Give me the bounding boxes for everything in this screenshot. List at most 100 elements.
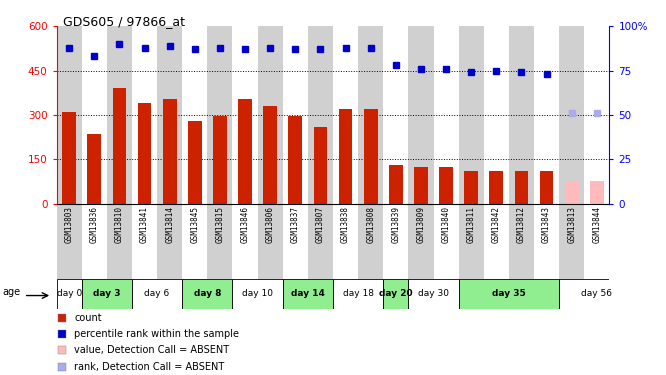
Bar [434, 204, 459, 279]
Bar [439, 166, 453, 204]
Bar [132, 279, 182, 309]
Text: count: count [74, 313, 102, 322]
Bar [188, 121, 202, 204]
Bar [565, 182, 579, 204]
Bar [333, 279, 383, 309]
Text: GSM13813: GSM13813 [567, 206, 576, 243]
Bar [258, 204, 283, 279]
Bar [157, 26, 182, 204]
Text: GSM13806: GSM13806 [266, 206, 274, 243]
Bar [364, 109, 378, 204]
Bar [207, 26, 232, 204]
Bar [408, 204, 434, 279]
Bar [434, 26, 459, 204]
Text: GSM13807: GSM13807 [316, 206, 325, 243]
Bar [509, 26, 534, 204]
Text: GSM13814: GSM13814 [165, 206, 174, 243]
Text: day 35: day 35 [492, 290, 525, 298]
Bar [113, 88, 127, 204]
Bar [182, 279, 232, 309]
Bar [57, 26, 82, 204]
Text: GSM13815: GSM13815 [215, 206, 224, 243]
Bar [232, 26, 258, 204]
Text: day 8: day 8 [194, 290, 221, 298]
Text: GSM13838: GSM13838 [341, 206, 350, 243]
Text: day 20: day 20 [379, 290, 413, 298]
Bar [238, 99, 252, 204]
Text: GSM13840: GSM13840 [442, 206, 451, 243]
Bar [358, 26, 383, 204]
Bar [107, 204, 132, 279]
Bar [308, 204, 333, 279]
Bar [207, 204, 232, 279]
Bar [82, 279, 132, 309]
Text: GSM13808: GSM13808 [366, 206, 375, 243]
Text: day 6: day 6 [145, 290, 170, 298]
Bar [283, 279, 333, 309]
Text: percentile rank within the sample: percentile rank within the sample [74, 329, 239, 339]
Bar [314, 127, 328, 204]
Bar [107, 26, 132, 204]
Bar [534, 204, 559, 279]
Bar [590, 182, 604, 204]
Bar [283, 204, 308, 279]
Text: GSM13803: GSM13803 [65, 206, 74, 243]
Bar [459, 26, 484, 204]
Text: GSM13836: GSM13836 [90, 206, 99, 243]
Bar [57, 279, 82, 309]
Bar [163, 99, 176, 204]
Bar [559, 204, 584, 279]
Text: GSM13843: GSM13843 [542, 206, 551, 243]
Bar [182, 26, 207, 204]
Bar [232, 279, 283, 309]
Bar [459, 279, 559, 309]
Bar [515, 171, 528, 204]
Text: GSM13845: GSM13845 [190, 206, 199, 243]
Bar [358, 204, 383, 279]
Text: GSM13812: GSM13812 [517, 206, 526, 243]
Bar [459, 204, 484, 279]
Text: GSM13841: GSM13841 [140, 206, 149, 243]
Bar [157, 204, 182, 279]
Text: day 56: day 56 [581, 290, 612, 298]
Bar [232, 204, 258, 279]
Bar [383, 26, 408, 204]
Text: GSM13842: GSM13842 [492, 206, 501, 243]
Bar [383, 279, 408, 309]
Bar [338, 109, 352, 204]
Bar [138, 103, 151, 204]
Text: GSM13809: GSM13809 [416, 206, 426, 243]
Bar [62, 112, 76, 204]
Bar [484, 26, 509, 204]
Bar [559, 26, 584, 204]
Bar [408, 279, 459, 309]
Text: GDS605 / 97866_at: GDS605 / 97866_at [63, 15, 185, 28]
Bar [182, 204, 207, 279]
Text: GSM13839: GSM13839 [392, 206, 400, 243]
Bar [490, 171, 503, 204]
Bar [464, 171, 478, 204]
Bar [559, 279, 635, 309]
Text: day 10: day 10 [242, 290, 273, 298]
Bar [584, 204, 609, 279]
Bar [258, 26, 283, 204]
Text: day 18: day 18 [342, 290, 374, 298]
Bar [484, 204, 509, 279]
Text: day 0: day 0 [57, 290, 82, 298]
Text: value, Detection Call = ABSENT: value, Detection Call = ABSENT [74, 345, 229, 355]
Bar [288, 116, 302, 204]
Text: day 3: day 3 [93, 290, 121, 298]
Bar [283, 26, 308, 204]
Bar [408, 26, 434, 204]
Bar [82, 26, 107, 204]
Text: GSM13810: GSM13810 [115, 206, 124, 243]
Bar [509, 204, 534, 279]
Bar [57, 204, 82, 279]
Bar [132, 204, 157, 279]
Text: rank, Detection Call = ABSENT: rank, Detection Call = ABSENT [74, 362, 224, 372]
Bar [333, 204, 358, 279]
Text: day 30: day 30 [418, 290, 449, 298]
Bar [414, 166, 428, 204]
Bar [333, 26, 358, 204]
Text: day 14: day 14 [291, 290, 325, 298]
